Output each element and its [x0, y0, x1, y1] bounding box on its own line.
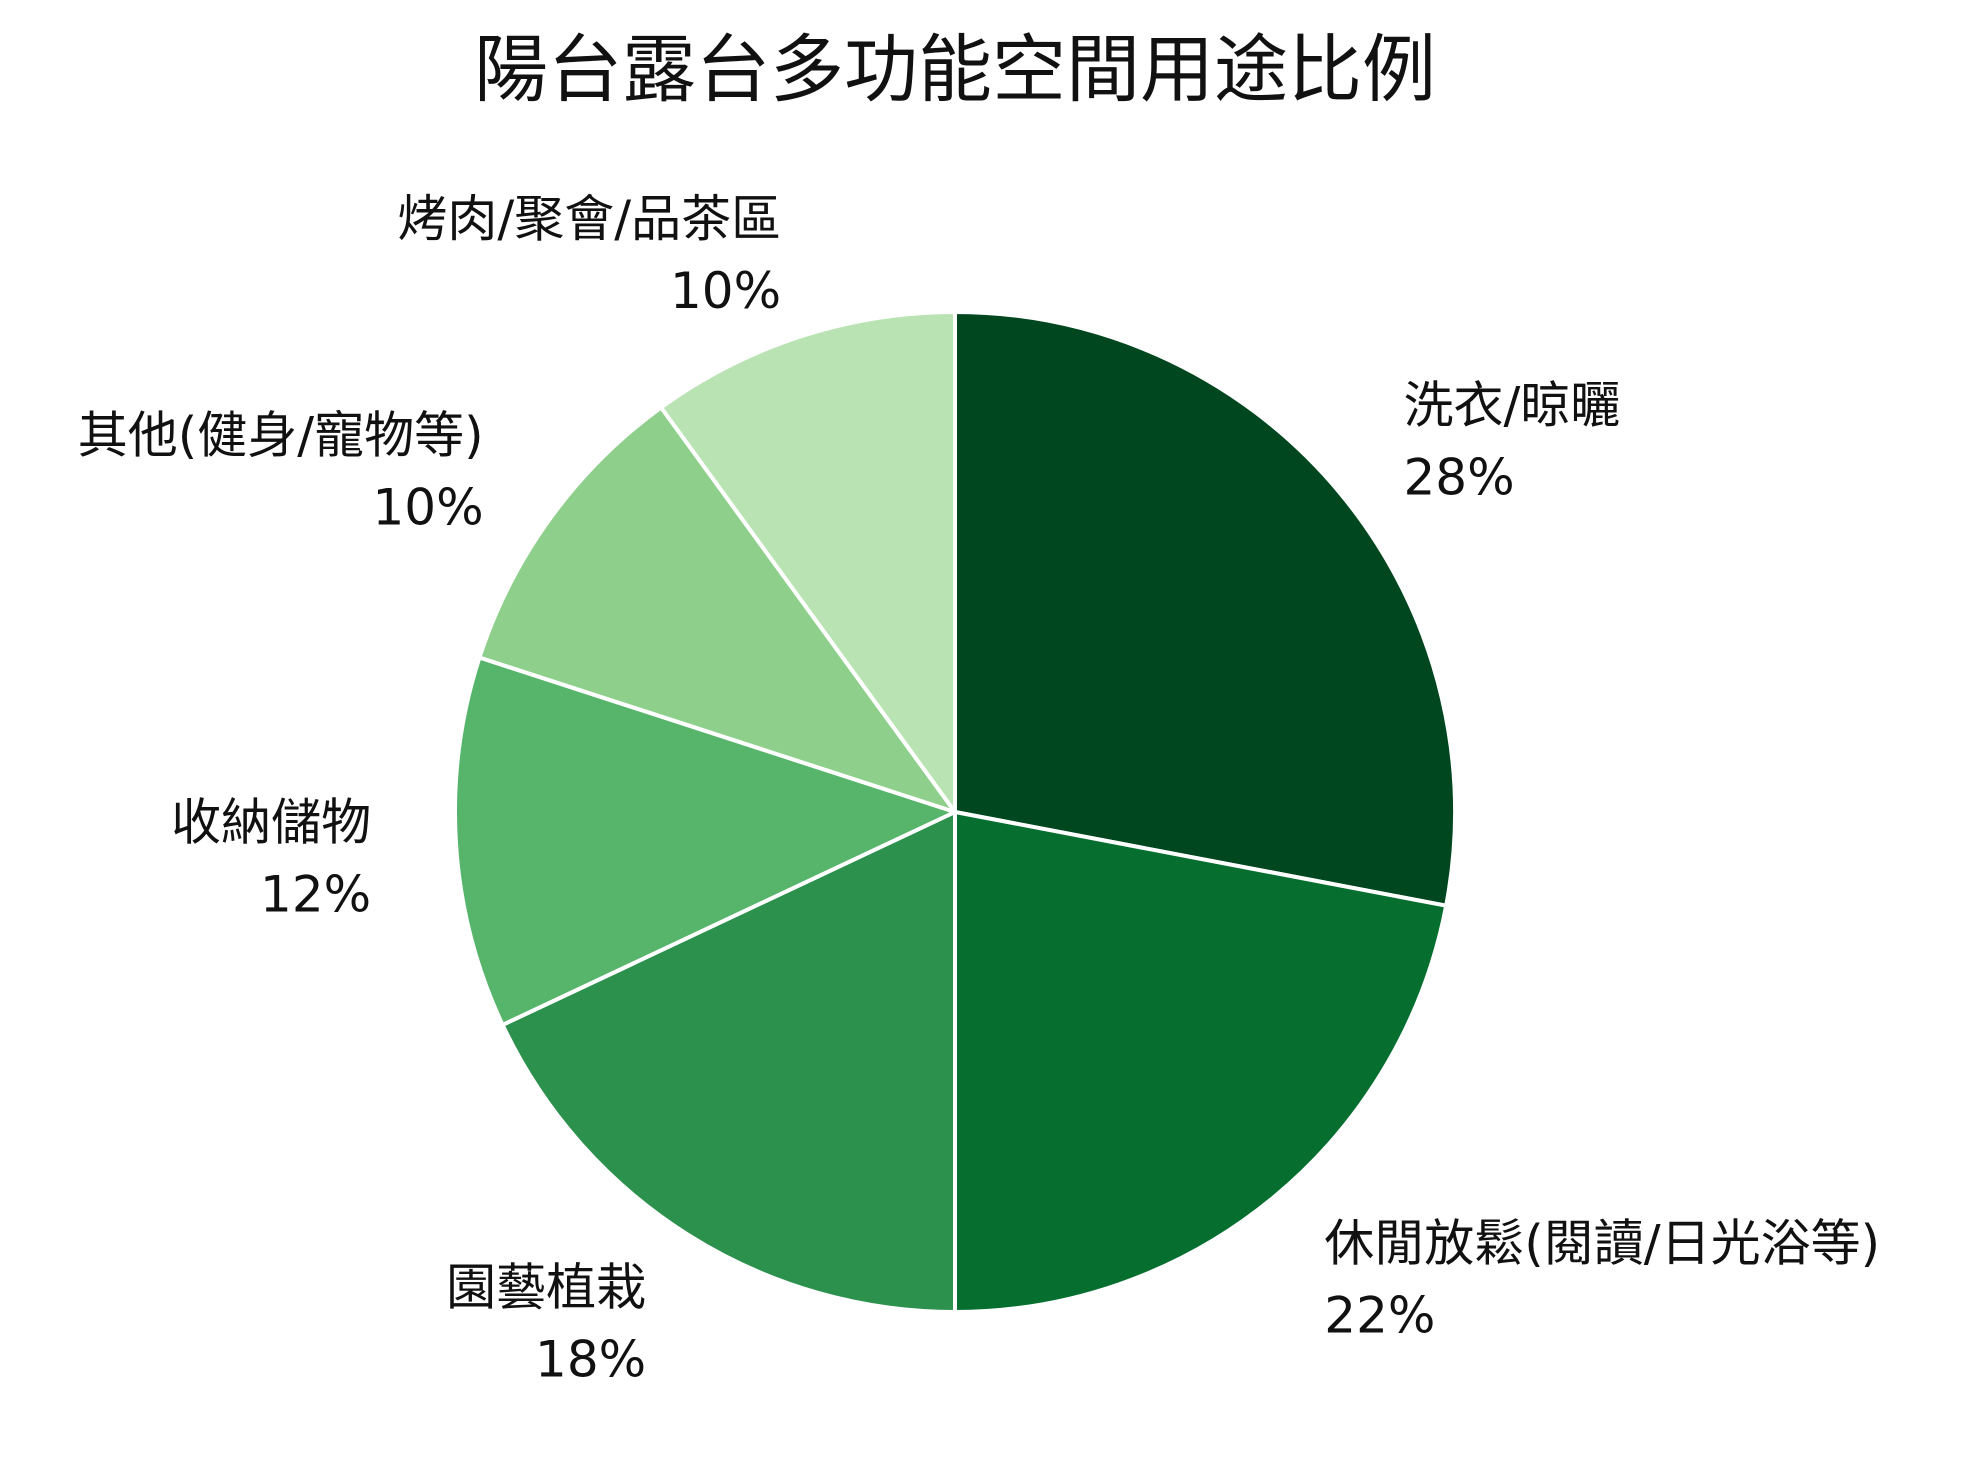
pie-slice-6	[659, 310, 957, 814]
slice-label-6: 烤肉/聚會/品茶區	[397, 190, 781, 248]
slice-value-label-2: 22%	[1324, 1286, 1435, 1344]
slice-label-3: 園藝植栽	[446, 1258, 646, 1316]
slice-value-label-3: 18%	[535, 1330, 646, 1388]
pie-slice-2	[953, 810, 1449, 1314]
slice-label-2: 休閒放鬆(閱讀/日光浴等)	[1324, 1214, 1880, 1272]
pie-slice-4	[453, 655, 957, 1027]
slice-value-label-4: 12%	[260, 865, 371, 923]
slice-value-label-1: 28%	[1403, 449, 1514, 507]
pie-slice-1	[953, 310, 1457, 908]
pie-slice-5	[477, 405, 957, 814]
slice-label-1: 洗衣/晾曬	[1403, 377, 1620, 435]
pie-slices	[453, 310, 1457, 1314]
pie-labels: 洗衣/晾曬 28% 休閒放鬆(閱讀/日光浴等) 22% 園藝植栽 18% 收納儲物 12% 其他…	[78, 190, 1880, 1388]
slice-value-label-6: 10%	[670, 262, 781, 320]
chart-title: 陽台露台多功能空間用途比例	[474, 27, 1436, 113]
slice-value-label-5: 10%	[372, 478, 483, 536]
pie-slice-3	[500, 810, 957, 1314]
slice-label-4: 收納儲物	[171, 793, 371, 851]
slice-label-5: 其他(健身/寵物等)	[78, 406, 484, 464]
